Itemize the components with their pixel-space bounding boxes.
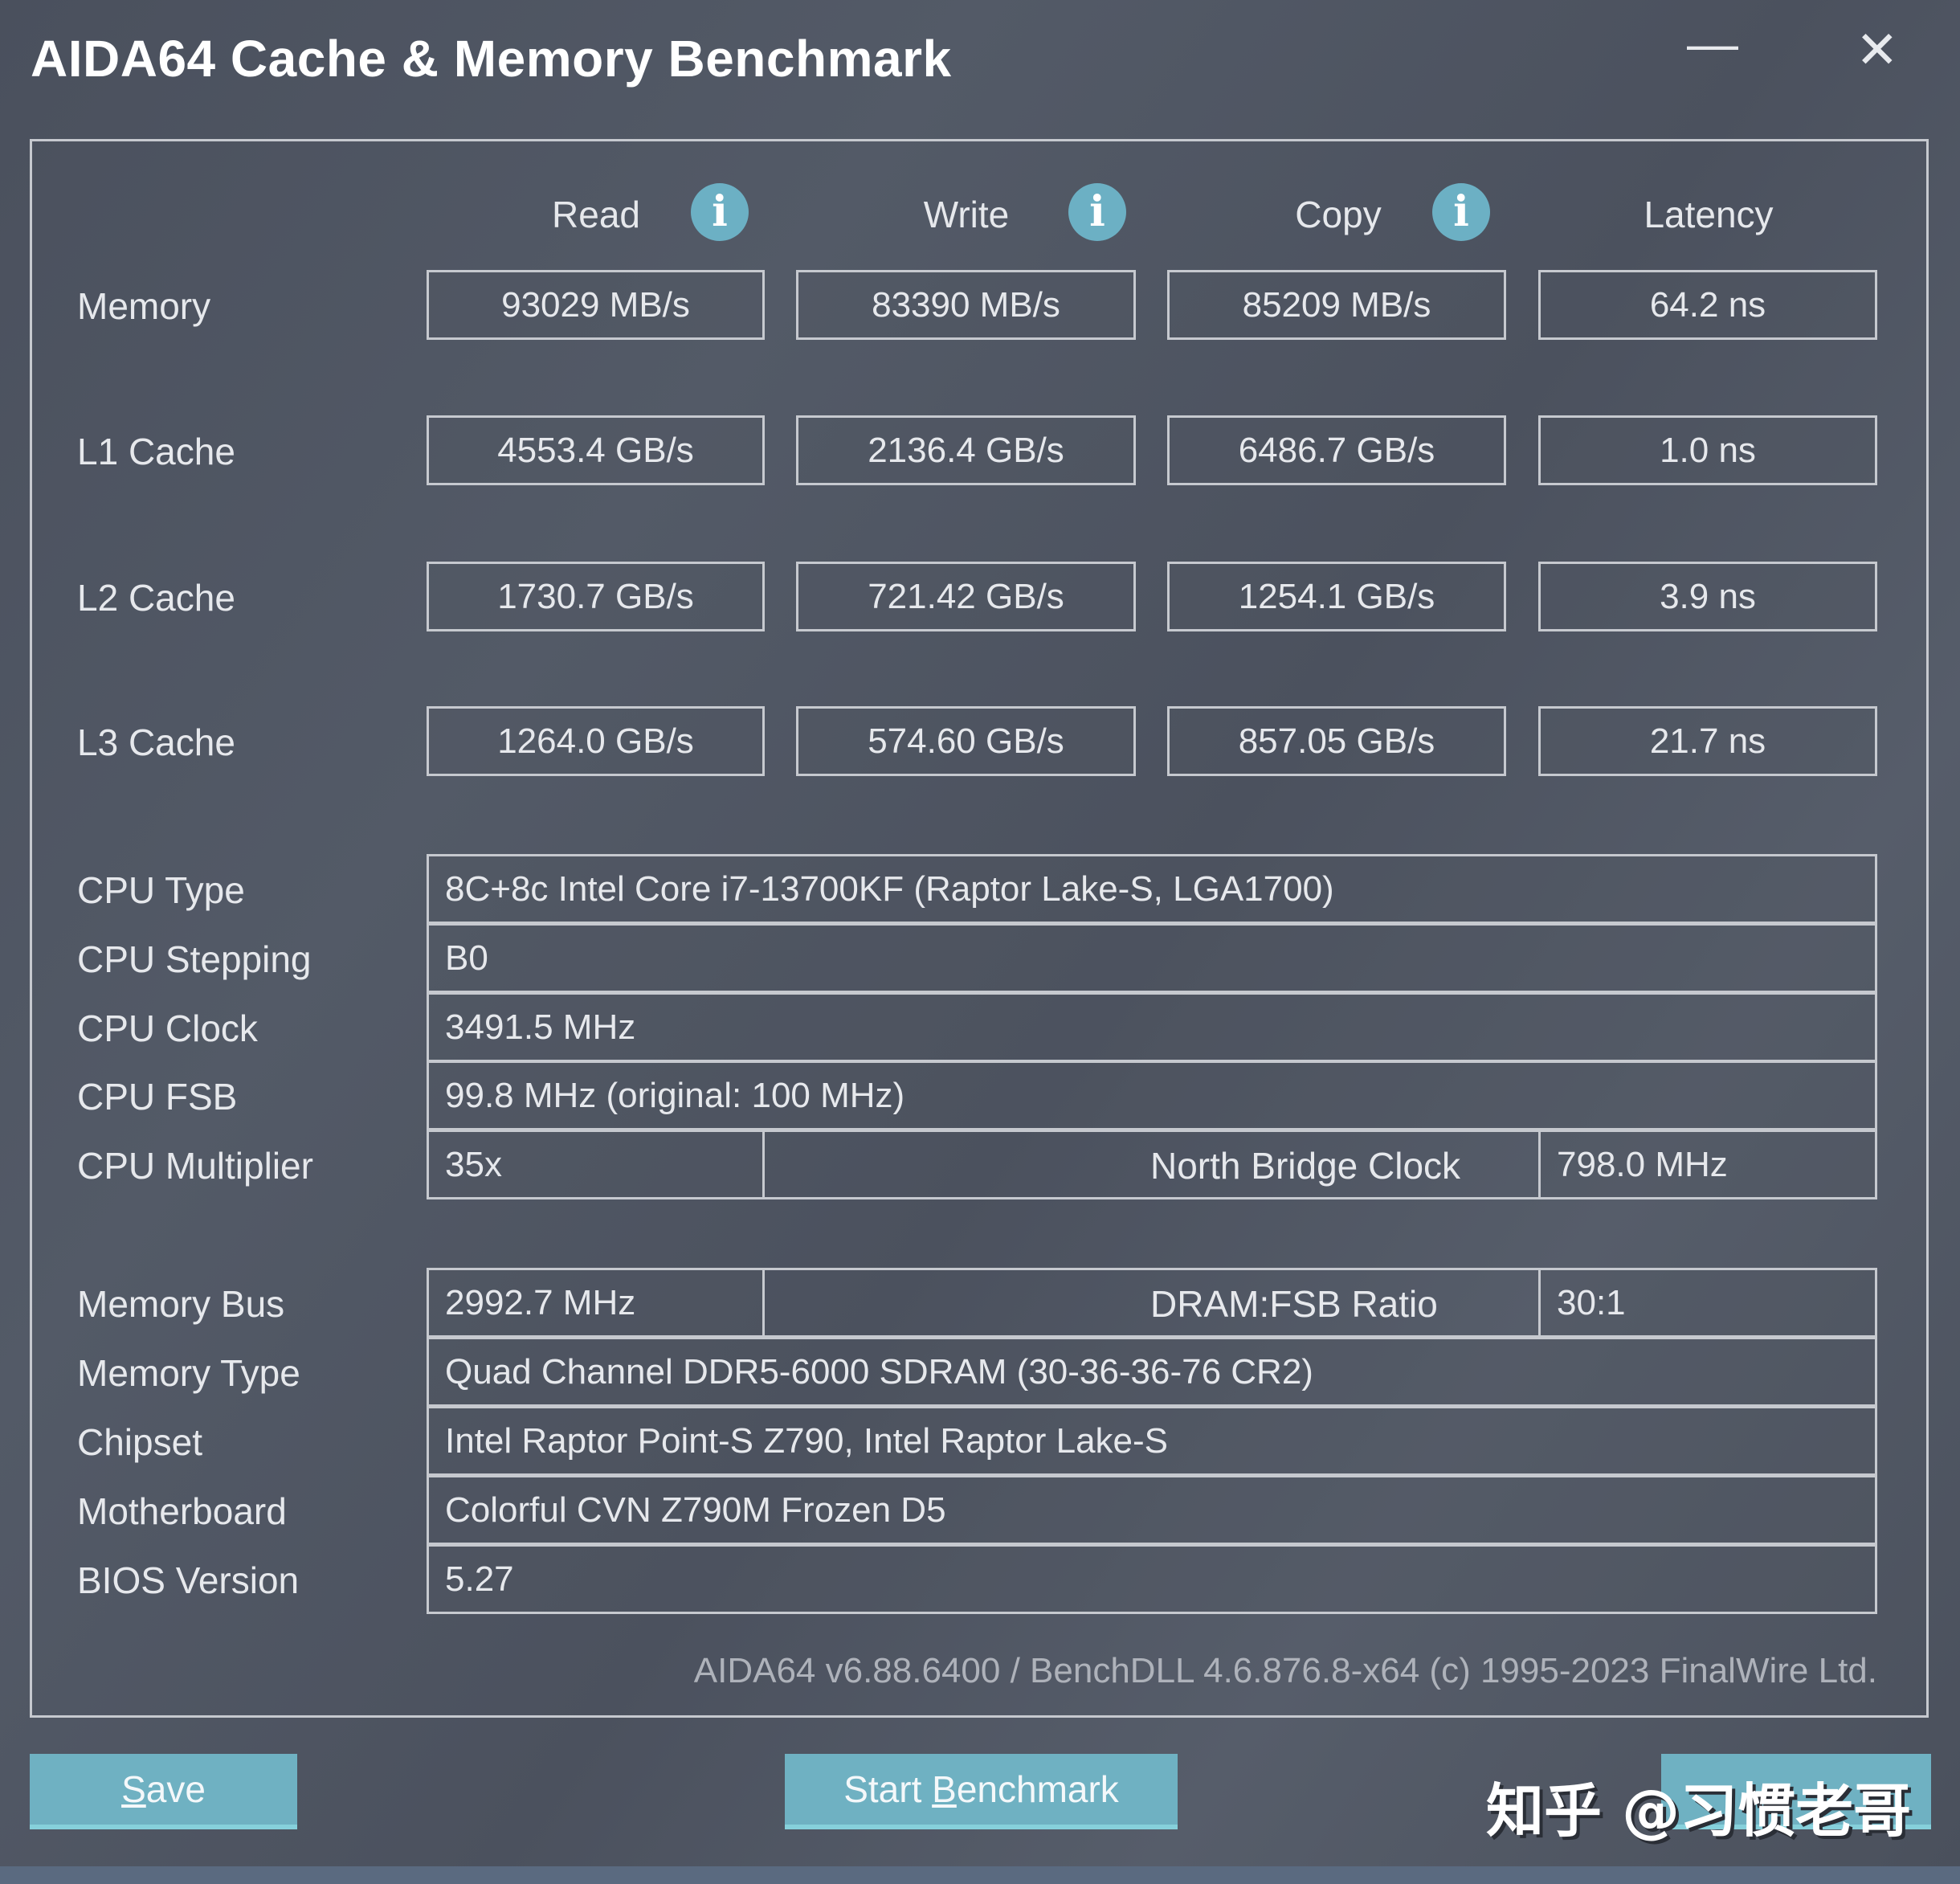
cpu-clock-field: 3491.5 MHz — [427, 992, 1877, 1062]
version-footer: AIDA64 v6.88.6400 / BenchDLL 4.6.876.8-x… — [693, 1651, 1877, 1690]
save-label: ave — [145, 1768, 206, 1810]
copy-value-box: 85209 MB/s — [1167, 270, 1506, 340]
north-bridge-label: North Bridge Clock — [1150, 1145, 1461, 1187]
write-value-box: 574.60 GB/s — [796, 706, 1136, 776]
bios-value: 5.27 — [445, 1559, 514, 1599]
memory-type-label: Memory Type — [77, 1352, 300, 1394]
save-mnemonic: S — [121, 1768, 146, 1810]
cpu-type-value: 8C+8c Intel Core i7-13700KF (Raptor Lake… — [445, 868, 1334, 909]
dram-ratio-label: DRAM:FSB Ratio — [1150, 1283, 1438, 1325]
write-value: 721.42 GB/s — [868, 576, 1064, 616]
north-bridge-field: 798.0 MHz — [1538, 1130, 1877, 1199]
dram-ratio-field: 30:1 — [1538, 1268, 1877, 1338]
field-divider — [765, 1268, 1538, 1338]
cpu-fsb-label: CPU FSB — [77, 1076, 238, 1118]
motherboard-value: Colorful CVN Z790M Frozen D5 — [445, 1490, 946, 1530]
cpu-fsb-field: 99.8 MHz (original: 100 MHz) — [427, 1061, 1877, 1130]
info-icon[interactable]: i — [691, 183, 749, 241]
copy-value-box: 857.05 GB/s — [1167, 706, 1506, 776]
memory-bus-label: Memory Bus — [77, 1283, 285, 1325]
column-header-latency: Latency — [1644, 194, 1774, 235]
copy-value-box: 1254.1 GB/s — [1167, 562, 1506, 631]
read-value: 93029 MB/s — [501, 284, 690, 325]
write-value-box: 83390 MB/s — [796, 270, 1136, 340]
cpu-stepping-field: B0 — [427, 923, 1877, 993]
start-label-rest: enchmark — [956, 1768, 1119, 1810]
cpu-clock-label: CPU Clock — [77, 1007, 258, 1049]
cpu-stepping-value: B0 — [445, 938, 488, 978]
column-header-copy: Copy — [1295, 194, 1382, 235]
cpu-multiplier-label: CPU Multiplier — [77, 1145, 313, 1187]
motherboard-label: Motherboard — [77, 1490, 287, 1532]
latency-value-box: 21.7 ns — [1538, 706, 1877, 776]
close-button[interactable]: ✕ — [1856, 24, 1899, 76]
bottom-strip — [0, 1866, 1960, 1884]
latency-value: 3.9 ns — [1660, 576, 1756, 616]
write-value: 2136.4 GB/s — [868, 430, 1064, 470]
memory-type-value: Quad Channel DDR5-6000 SDRAM (30-36-36-7… — [445, 1351, 1313, 1392]
row-label: Memory — [77, 285, 211, 327]
window-title: AIDA64 Cache & Memory Benchmark — [31, 30, 952, 88]
start-label: Start — [843, 1768, 933, 1810]
minimize-icon: — — [1687, 14, 1738, 72]
close-dialog-button[interactable] — [1661, 1754, 1931, 1829]
cpu-type-label: CPU Type — [77, 869, 245, 911]
write-value: 83390 MB/s — [872, 284, 1060, 325]
latency-value-box: 64.2 ns — [1538, 270, 1877, 340]
info-icon[interactable]: i — [1432, 183, 1490, 241]
chipset-label: Chipset — [77, 1421, 202, 1463]
read-value: 1730.7 GB/s — [497, 576, 694, 616]
latency-value: 21.7 ns — [1649, 721, 1766, 761]
cpu-fsb-value: 99.8 MHz (original: 100 MHz) — [445, 1075, 905, 1115]
copy-value-box: 6486.7 GB/s — [1167, 415, 1506, 485]
motherboard-field: Colorful CVN Z790M Frozen D5 — [427, 1475, 1877, 1545]
memory-type-field: Quad Channel DDR5-6000 SDRAM (30-36-36-7… — [427, 1337, 1877, 1407]
cpu-type-field: 8C+8c Intel Core i7-13700KF (Raptor Lake… — [427, 854, 1877, 924]
dram-ratio-value: 30:1 — [1557, 1282, 1626, 1322]
read-value-box: 4553.4 GB/s — [427, 415, 765, 485]
cpu-multiplier-field: 35x — [427, 1130, 765, 1199]
watermark: 知乎 @习惯老哥 — [1486, 1777, 1912, 1845]
read-value: 1264.0 GB/s — [497, 721, 694, 761]
copy-value: 85209 MB/s — [1242, 284, 1431, 325]
benchmark-panel — [30, 139, 1929, 1718]
read-value-box: 1730.7 GB/s — [427, 562, 765, 631]
latency-value-box: 1.0 ns — [1538, 415, 1877, 485]
field-divider — [765, 1130, 1538, 1199]
chipset-field: Intel Raptor Point-S Z790, Intel Raptor … — [427, 1406, 1877, 1476]
write-value-box: 2136.4 GB/s — [796, 415, 1136, 485]
chipset-value: Intel Raptor Point-S Z790, Intel Raptor … — [445, 1420, 1169, 1461]
bios-label: BIOS Version — [77, 1559, 300, 1601]
cpu-multiplier-value: 35x — [445, 1144, 502, 1184]
cpu-stepping-label: CPU Stepping — [77, 938, 312, 980]
close-icon: ✕ — [1856, 21, 1899, 79]
cpu-clock-value: 3491.5 MHz — [445, 1007, 636, 1047]
minimize-button[interactable]: — — [1687, 18, 1738, 69]
copy-value: 1254.1 GB/s — [1238, 576, 1435, 616]
bios-field: 5.27 — [427, 1544, 1877, 1614]
read-value: 4553.4 GB/s — [497, 430, 694, 470]
read-value-box: 93029 MB/s — [427, 270, 765, 340]
latency-value-box: 3.9 ns — [1538, 562, 1877, 631]
start-mnemonic: B — [932, 1768, 957, 1810]
latency-value: 64.2 ns — [1649, 284, 1766, 325]
north-bridge-value: 798.0 MHz — [1557, 1144, 1728, 1184]
row-label: L3 Cache — [77, 721, 235, 763]
copy-value: 6486.7 GB/s — [1238, 430, 1435, 470]
info-icon[interactable]: i — [1068, 183, 1126, 241]
latency-value: 1.0 ns — [1660, 430, 1756, 470]
column-header-write: Write — [923, 194, 1010, 235]
row-label: L2 Cache — [77, 577, 235, 619]
column-header-read: Read — [552, 194, 640, 235]
write-value: 574.60 GB/s — [868, 721, 1064, 761]
row-label: L1 Cache — [77, 431, 235, 472]
write-value-box: 721.42 GB/s — [796, 562, 1136, 631]
memory-bus-value: 2992.7 MHz — [445, 1282, 636, 1322]
read-value-box: 1264.0 GB/s — [427, 706, 765, 776]
memory-bus-field: 2992.7 MHz — [427, 1268, 765, 1338]
copy-value: 857.05 GB/s — [1238, 721, 1435, 761]
